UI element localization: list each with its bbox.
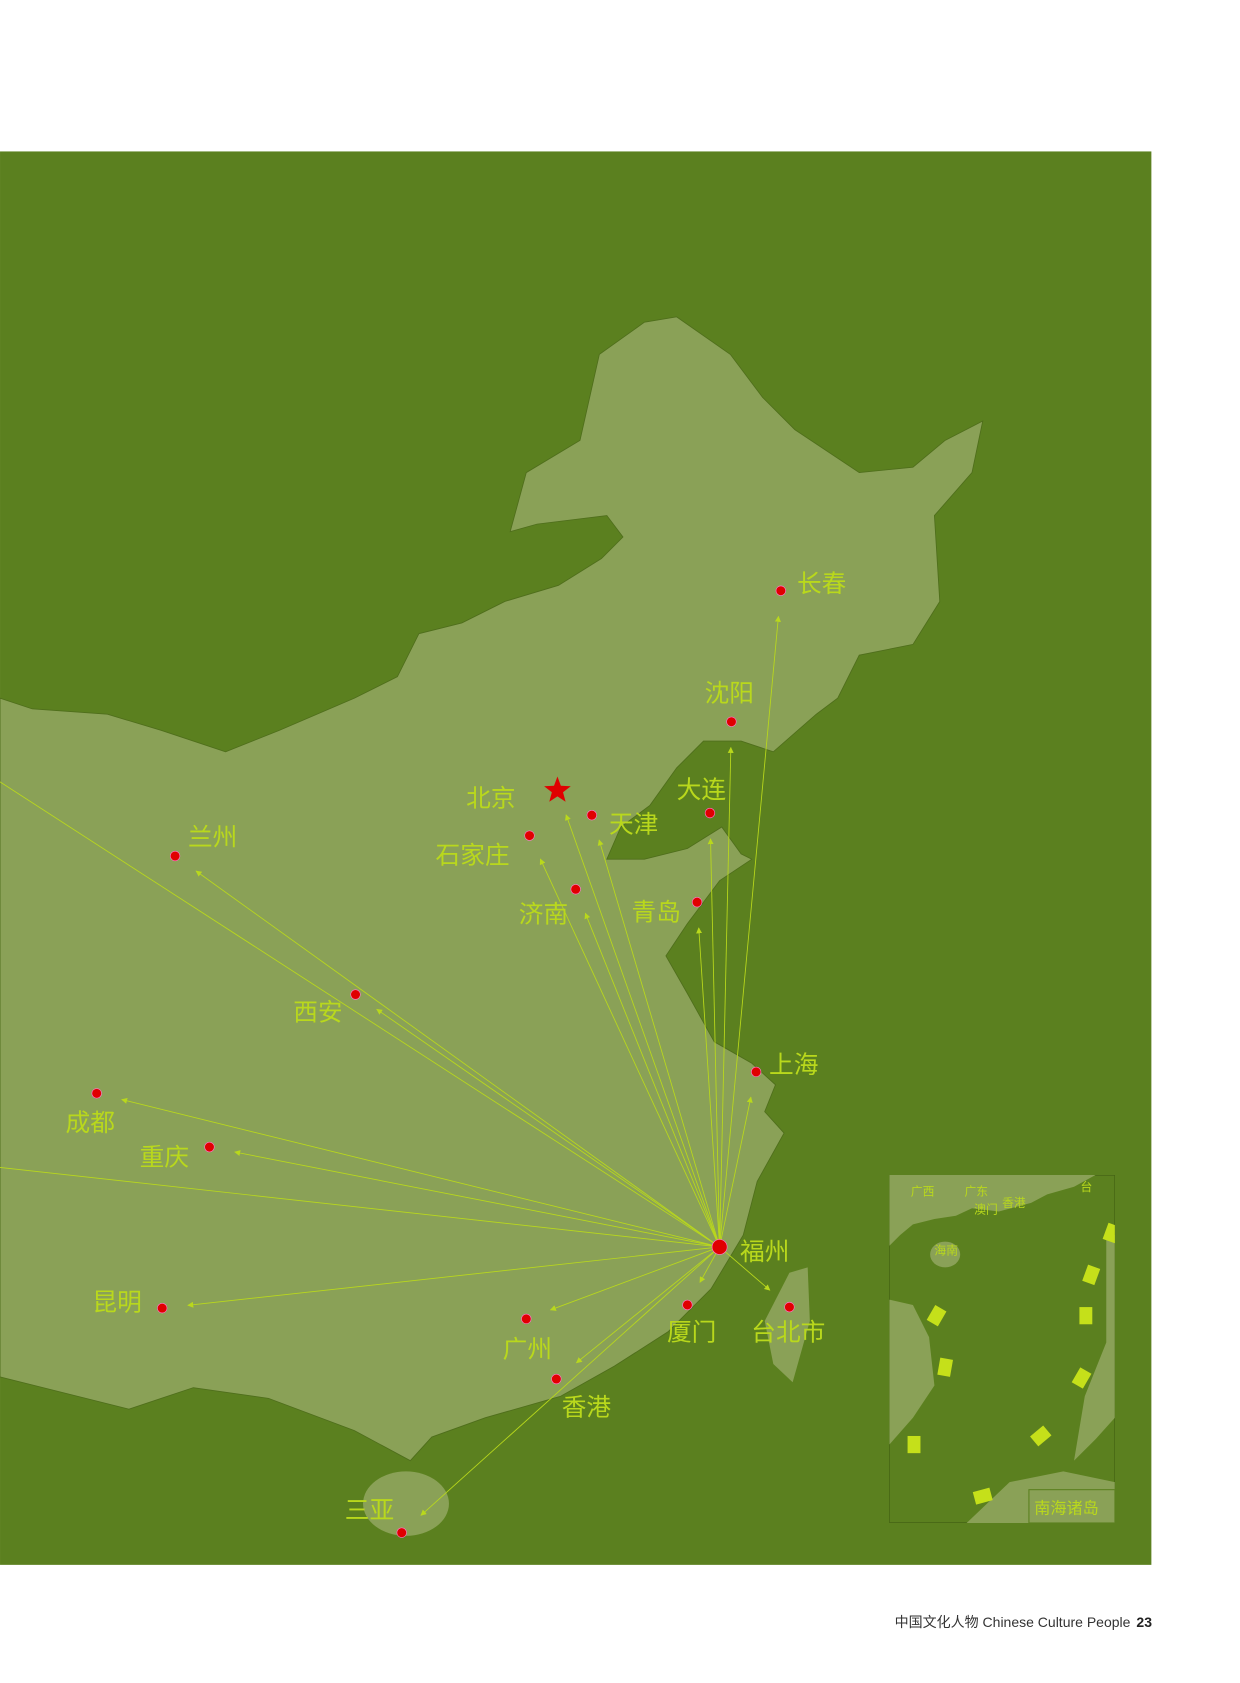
route-arrow: [696, 927, 721, 1247]
publication-name: 中国文化人物 Chinese Culture People: [894, 1614, 1131, 1630]
inset-label: 海南: [934, 1243, 958, 1257]
route-arrow: [187, 1246, 720, 1308]
city-dot: [691, 897, 703, 908]
city-dot: [784, 1301, 795, 1313]
page-number: 23: [1136, 1614, 1152, 1630]
city-label: 青岛: [632, 897, 681, 926]
city-dot: [726, 716, 737, 727]
city-label: 三亚: [345, 1496, 394, 1525]
city-dot: [91, 1088, 102, 1099]
nine-dash-line: [907, 1222, 1115, 1505]
inset-vietnam: [889, 1299, 935, 1445]
city-dot: [551, 1373, 562, 1385]
inset-title: 南海诸岛: [1034, 1498, 1098, 1517]
city-dot: [350, 989, 361, 1000]
city-label: 台北市: [751, 1317, 825, 1346]
page-footer: 中国文化人物 Chinese Culture People 23: [895, 1612, 1152, 1632]
city-label: 福州: [740, 1237, 789, 1266]
boundary-dash: [1030, 1425, 1052, 1447]
route-arrow: [121, 1097, 720, 1248]
boundary-dash: [1102, 1222, 1115, 1244]
city-dot: [524, 830, 535, 841]
inset-philippines: [1074, 1235, 1115, 1461]
city-dot: [521, 1313, 532, 1325]
routes: [0, 615, 781, 1516]
city-label: 昆明: [92, 1287, 141, 1316]
route-arrow: [584, 912, 721, 1248]
boundary-dash: [1082, 1264, 1101, 1286]
route-arrow: [420, 1246, 720, 1516]
boundary-dash: [926, 1305, 947, 1327]
boundary-dash: [937, 1357, 953, 1377]
city-dot: [775, 585, 786, 596]
route-arrow: [376, 1008, 720, 1248]
city-label: 广州: [503, 1335, 552, 1364]
boundary-dash: [907, 1435, 921, 1454]
inset-label: 广东: [964, 1184, 988, 1198]
route-arrow: [195, 870, 720, 1248]
city-dot: [711, 1239, 728, 1255]
route-arrow: [707, 838, 721, 1247]
route-line: [0, 1167, 720, 1248]
route-arrow: [549, 1246, 720, 1311]
city-label: 长春: [797, 569, 846, 598]
city-label: 石家庄: [436, 841, 510, 870]
route-arrow: [234, 1150, 720, 1248]
route-arrow: [719, 1246, 771, 1291]
city-label: 济南: [519, 900, 568, 929]
route-arrow: [539, 858, 721, 1248]
capital-star-icon: [544, 776, 571, 802]
city-dot: [204, 1141, 215, 1153]
city-label: 西安: [293, 997, 342, 1026]
city-dot: [396, 1527, 407, 1538]
route-arrow: [719, 615, 781, 1247]
route-arrow: [575, 1246, 720, 1364]
inset-hainan: [930, 1241, 961, 1268]
inset-label: 广西: [911, 1184, 935, 1198]
city-dot: [586, 810, 597, 821]
inset-title-box: [1028, 1489, 1115, 1523]
route-arrow: [597, 839, 721, 1248]
city-label: 天津: [609, 809, 658, 838]
city-label: 北京: [466, 784, 515, 813]
city-dot: [750, 1066, 762, 1078]
city-dot: [682, 1299, 693, 1311]
city-label: 沈阳: [705, 678, 754, 707]
city-label: 兰州: [188, 822, 237, 851]
city-dot: [169, 850, 181, 862]
city-dot: [157, 1303, 168, 1314]
inset-label: 澳门: [974, 1203, 998, 1217]
inset-label: 台: [1080, 1180, 1092, 1194]
boundary-dash: [1079, 1307, 1093, 1325]
inset-land: [889, 1174, 1096, 1246]
hainan-island: [363, 1471, 449, 1536]
route-arrow: [719, 746, 734, 1247]
city-label: 大连: [677, 775, 727, 804]
city-label: 上海: [769, 1050, 818, 1079]
city-label: 厦门: [667, 1317, 716, 1346]
china-mainland: [0, 316, 984, 1462]
route-arrow: [719, 1096, 753, 1248]
south-china-sea-inset: 广西 广东 澳门 香港 台 海南 南海诸岛: [889, 1174, 1115, 1523]
route-arrow: [565, 814, 721, 1248]
city-dot: [570, 884, 581, 895]
boundary-dash: [972, 1487, 993, 1505]
boundary-dash: [1071, 1367, 1092, 1389]
taiwan-island: [764, 1267, 810, 1383]
route-line: [0, 781, 720, 1248]
city-label: 重庆: [140, 1142, 189, 1171]
city-dot: [704, 807, 716, 819]
city-label: 成都: [66, 1108, 115, 1137]
city-label: 香港: [562, 1393, 612, 1422]
inset-label: 香港: [1002, 1196, 1026, 1210]
